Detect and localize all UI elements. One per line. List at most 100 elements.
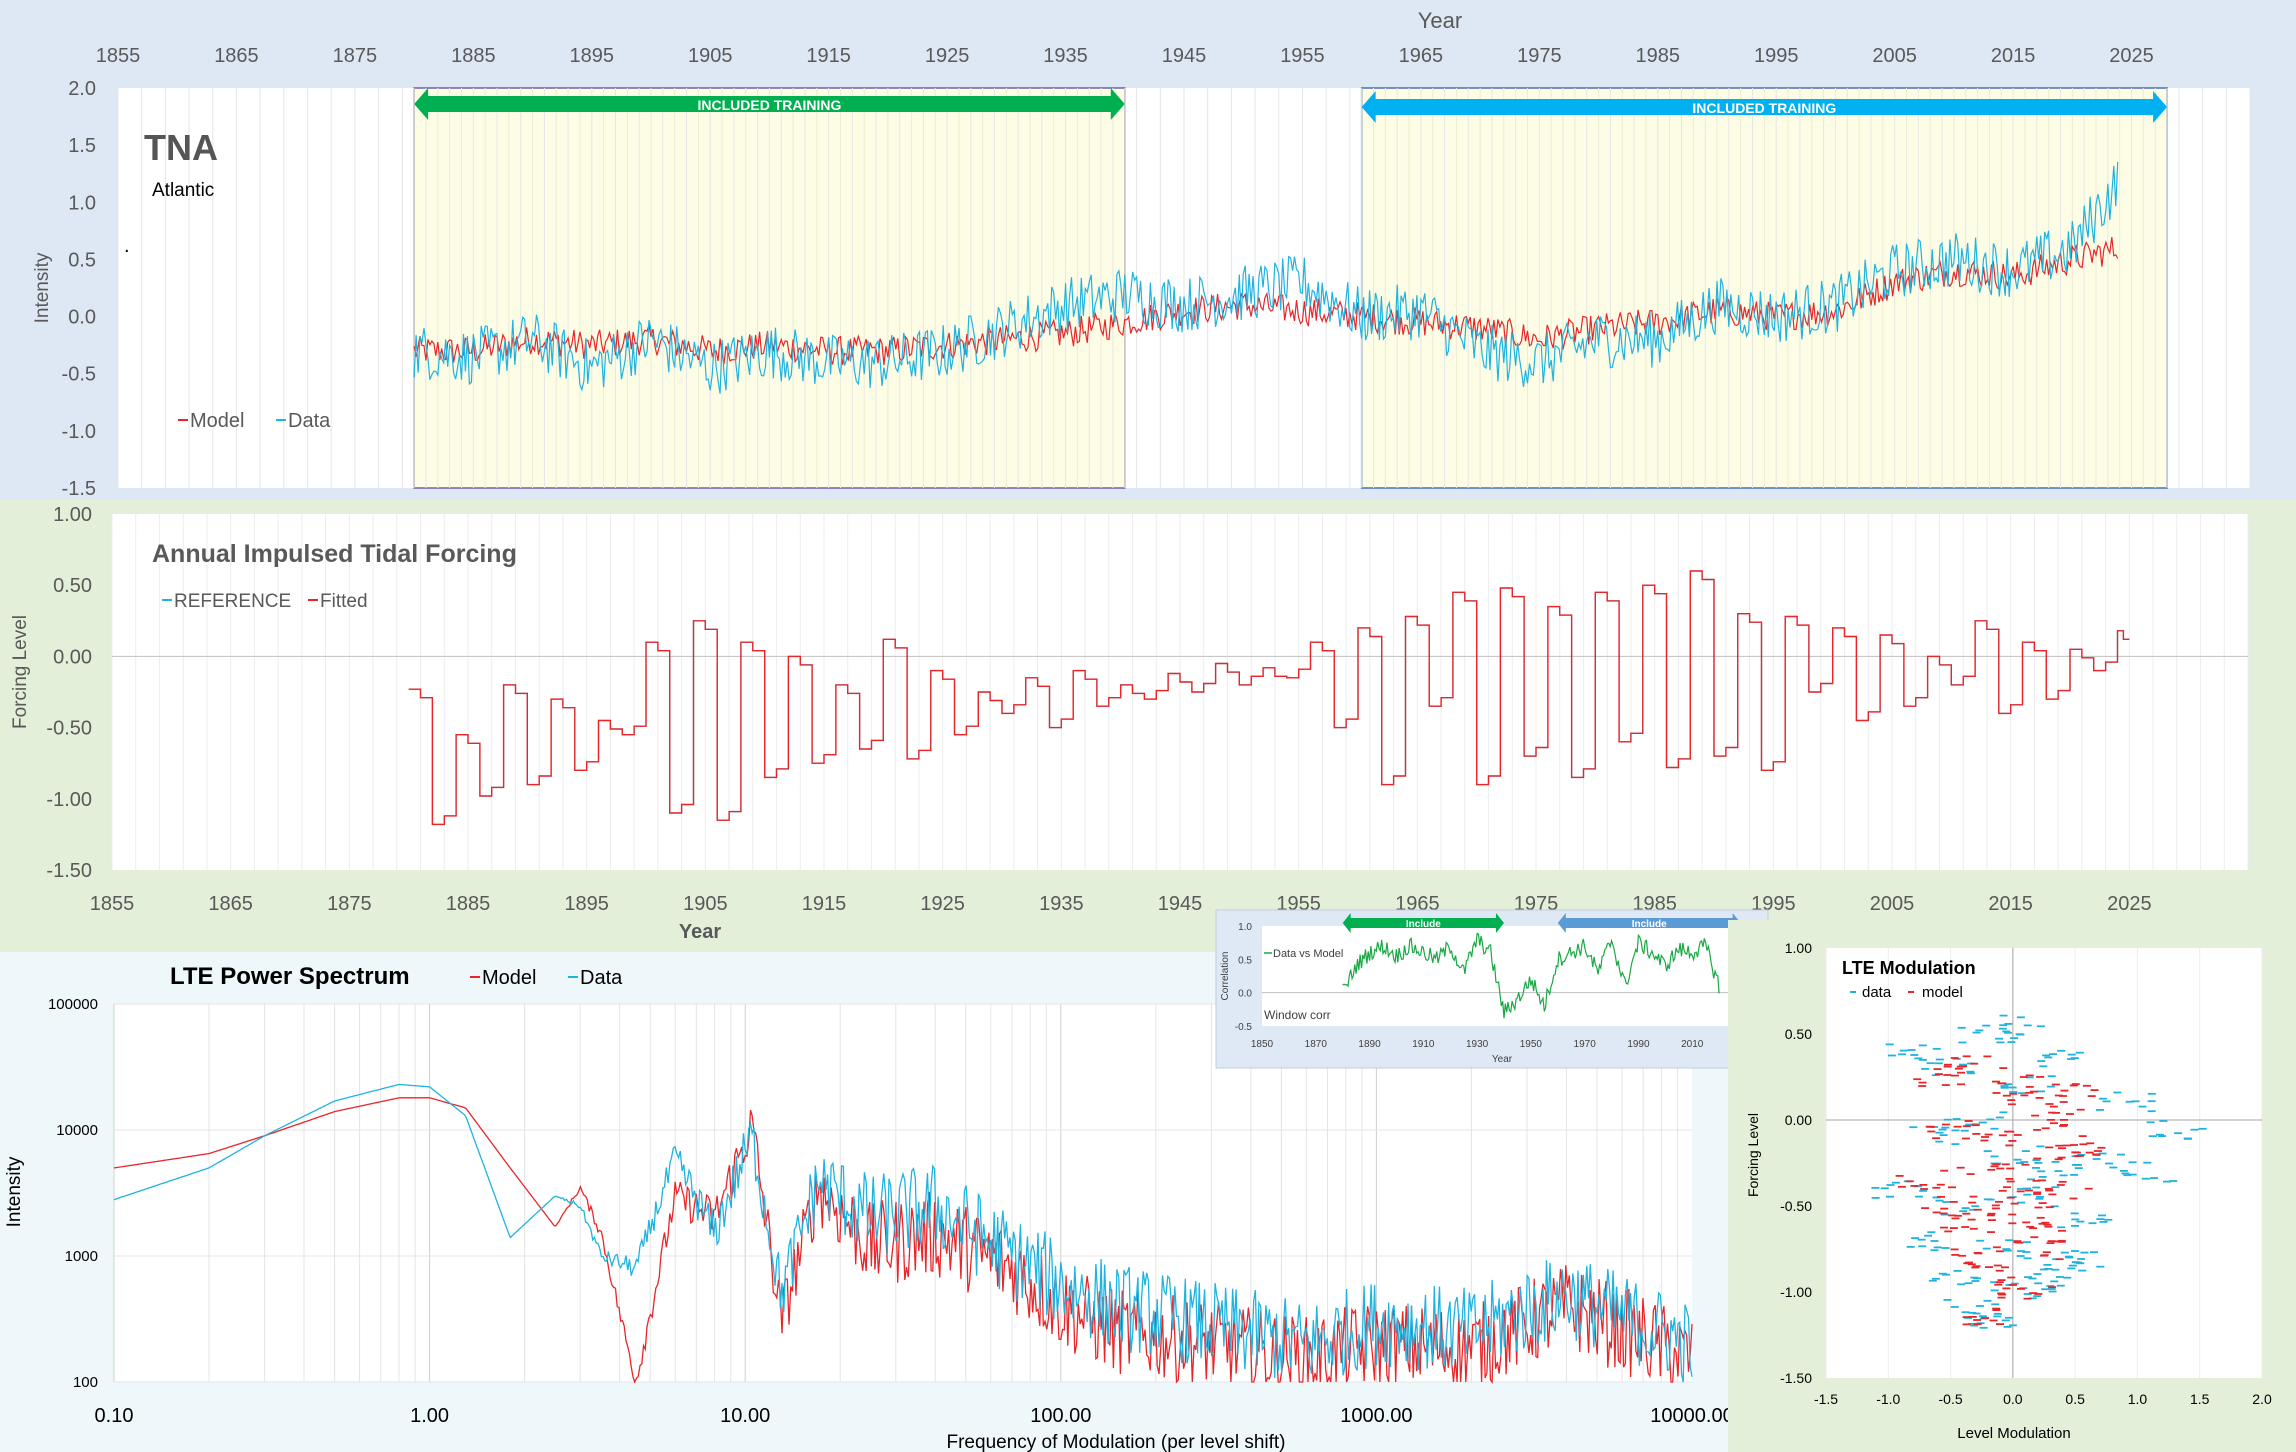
- legend-fitted-label: Fitted: [320, 591, 368, 612]
- top-x-tick-label: 1895: [570, 45, 615, 67]
- modulation-legend-model-label: model: [1922, 984, 1963, 1001]
- mid-x-tick-label: 1925: [920, 893, 965, 915]
- correlation-x-tick-label: 1930: [1466, 1039, 1489, 1050]
- correlation-x-tick-label: 1910: [1412, 1039, 1435, 1050]
- modulation-x-tick-label: 0.5: [2065, 1391, 2085, 1407]
- modulation-y-ticks: 1.00 0.50 0.00 -0.50 -1.00 -1.50: [1780, 940, 1812, 1386]
- spectrum-y-tick-label: 100000: [48, 996, 98, 1013]
- spectrum-y-tick-label: 1000: [65, 1248, 98, 1265]
- spectrum-x-tick-label: 100.00: [1030, 1405, 1091, 1427]
- modulation-x-tick-label: -1.5: [1814, 1391, 1838, 1407]
- training-arrow-shape-2: [1361, 91, 2168, 123]
- spectrum-title: LTE Power Spectrum: [170, 963, 410, 990]
- correlation-plot-area: [1262, 926, 1746, 1026]
- correlation-x-tick-label: 1850: [1251, 1039, 1274, 1050]
- spectrum-y-tick-label: 10000: [56, 1122, 98, 1139]
- top-x-tick-label: 1915: [806, 45, 851, 67]
- correlation-y-tick-label: 0.0: [1238, 989, 1252, 1000]
- correlation-arrow-2: [1557, 913, 1741, 933]
- modulation-y-tick-label: 0.50: [1785, 1026, 1812, 1042]
- mid-x-tick-label: 2015: [1988, 893, 2033, 915]
- spectrum-series: [113, 1083, 1693, 1384]
- modulation-y-tick-label: -1.50: [1780, 1370, 1812, 1386]
- mid-x-tick-label: 1875: [327, 893, 372, 915]
- top-y-tick-label: 0.0: [68, 307, 96, 329]
- correlation-ylabel: Correlation: [1220, 952, 1231, 1001]
- modulation-x-ticks: -1.5 -1.0 -0.5 0.0 0.5 1.0 1.5 2.0: [1814, 1391, 2272, 1407]
- top-x-tick-label: 1985: [1636, 45, 1681, 67]
- modulation-plot-area: [1826, 948, 2262, 1378]
- modulation-x-tick-label: 0.0: [2003, 1391, 2023, 1407]
- correlation-include-label-1: Include: [1406, 919, 1441, 930]
- training-arrow-shape-1: [414, 88, 1125, 120]
- mid-ylabel: Forcing Level: [10, 615, 31, 729]
- modulation-y-tick-label: 1.00: [1785, 940, 1812, 956]
- top-dot: .: [124, 235, 130, 257]
- correlation-x-tick-label: 1890: [1358, 1039, 1381, 1050]
- modulation-y-tick-label: 0.00: [1785, 1112, 1812, 1128]
- correlation-x-tick-label: 1970: [1574, 1039, 1597, 1050]
- modulation-x-tick-label: 1.5: [2190, 1391, 2210, 1407]
- correlation-series: [1342, 932, 1720, 1019]
- modulation-legend: data model: [1850, 984, 1963, 1001]
- spectrum-ylabel: Intensity: [4, 1156, 25, 1227]
- correlation-y-tick-label: 0.5: [1238, 955, 1252, 966]
- top-x-tick-label: 1945: [1162, 45, 1207, 67]
- correlation-inset: 1.0 0.5 0.0 -0.5 1850 1870 1890 1910 1930 1950 19…: [1215, 909, 1769, 1069]
- top-x-tick-label: 1905: [688, 45, 733, 67]
- spectrum-x-tick-label: 10000.00: [1650, 1405, 1733, 1427]
- correlation-include-label-2: Include: [1632, 919, 1667, 930]
- modulation-x-tick-label: -1.0: [1876, 1391, 1900, 1407]
- top-ylabel: Intensity: [32, 252, 53, 323]
- modulation-y-tick-label: -0.50: [1780, 1198, 1812, 1214]
- mid-y-tick-label: 0.00: [53, 646, 92, 668]
- mid-x-tick-label: 1945: [1158, 893, 1203, 915]
- modulation-grid: [1825, 948, 2263, 1378]
- correlation-x-tick-label: 2010: [1681, 1039, 1704, 1050]
- training-arrow-2: [1361, 91, 2168, 123]
- mid-series: [408, 570, 2130, 826]
- mid-xlabel: Year: [679, 921, 721, 943]
- top-x-tick-label: 1875: [333, 45, 378, 67]
- legend-model-label: Model: [190, 410, 244, 432]
- top-xlabel: Year: [1418, 8, 1462, 33]
- mid-x-tick-label: 1865: [208, 893, 253, 915]
- mid-x-tick-label: 2025: [2107, 893, 2152, 915]
- modulation-x-tick-label: -0.5: [1939, 1391, 1963, 1407]
- training-label-2: INCLUDED TRAINING: [1692, 100, 1836, 116]
- mid-x-tick-label: 1935: [1039, 893, 1084, 915]
- mid-y-tick-label: -1.00: [46, 789, 92, 811]
- top-x-tick-label: 1885: [451, 45, 496, 67]
- modulation-ylabel: Forcing Level: [1745, 1113, 1761, 1197]
- top-x-tick-label: 1855: [96, 45, 141, 67]
- middle-chart: 1.00 0.50 0.00 -0.50 -1.00 -1.50 1855 1865 1875…: [10, 504, 2249, 943]
- spectrum-y-tick-label: 100: [73, 1374, 98, 1391]
- mid-y-tick-label: 0.50: [53, 575, 92, 597]
- spectrum-x-tick-label: 1.00: [410, 1405, 449, 1427]
- spectrum-x-ticks: 0.10 1.00 10.00 100.00 1000.00 10000.00: [95, 1405, 1734, 1427]
- correlation-arrows: [1342, 913, 1741, 933]
- top-legend: Model Data: [178, 410, 331, 432]
- top-y-tick-label: -1.5: [62, 478, 96, 500]
- top-x-tick-label: 2005: [1872, 45, 1917, 67]
- spectrum-series-data: [113, 1083, 1693, 1383]
- modulation-y-tick-label: -1.00: [1780, 1284, 1812, 1300]
- mid-x-tick-label: 1885: [446, 893, 491, 915]
- top-x-tick-label: 1995: [1754, 45, 1799, 67]
- mid-y-tick-label: -1.50: [46, 860, 92, 882]
- legend-data-label: Data: [288, 410, 331, 432]
- correlation-note: Window corr: [1264, 1008, 1331, 1022]
- mid-legend: REFERENCE Fitted: [162, 591, 368, 612]
- top-x-tick-label: 1925: [925, 45, 970, 67]
- top-grid: [117, 88, 2251, 488]
- modulation-xlabel: Level Modulation: [1957, 1425, 2070, 1442]
- mid-series-fitted: [408, 570, 2130, 826]
- top-x-tick-label: 2015: [1991, 45, 2036, 67]
- modulation-title: LTE Modulation: [1842, 958, 1976, 978]
- top-y-tick-label: -1.0: [62, 421, 96, 443]
- correlation-x-tick-label: 1870: [1305, 1039, 1328, 1050]
- spectrum-y-ticks: 100000 10000 1000 100: [48, 996, 98, 1391]
- mid-x-tick-label: 2005: [1870, 893, 1915, 915]
- mid-y-tick-label: -0.50: [46, 718, 92, 740]
- top-x-tick-label: 1865: [214, 45, 259, 67]
